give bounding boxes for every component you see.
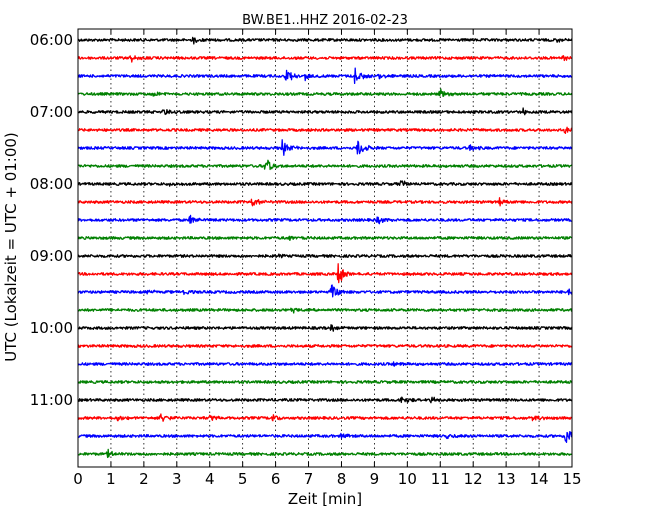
- trace-line: [77, 235, 573, 242]
- x-tick-label: 15: [562, 470, 581, 488]
- trace-line: [77, 344, 573, 348]
- trace-line: [77, 180, 573, 187]
- y-axis-label: UTC (Lokalzeit = UTC + 01:00): [2, 132, 20, 362]
- trace-line: [77, 214, 573, 225]
- x-tick-label: 14: [530, 470, 549, 488]
- y-tick-label: 06:00: [30, 31, 73, 49]
- x-tick-label: 6: [271, 470, 281, 488]
- x-tick-label: 2: [139, 470, 149, 488]
- trace-line: [77, 88, 573, 97]
- trace-line: [77, 448, 573, 459]
- x-axis-label: Zeit [min]: [288, 490, 362, 508]
- trace-line: [77, 126, 573, 135]
- trace-line: [77, 139, 573, 156]
- trace-line: [77, 431, 573, 443]
- trace-line: [77, 253, 573, 259]
- trace-line: [77, 396, 573, 404]
- trace-group: [77, 36, 573, 459]
- axes: 0 1 2 3 4 5 6 7 8 9 10 11 12 13 14 1506:0007:0008:0009:…: [30, 28, 582, 488]
- trace-line: [77, 284, 573, 298]
- chart-title: BW.BE1..HHZ 2016-02-23: [242, 13, 408, 28]
- trace-line: [77, 55, 573, 63]
- plot-frame: [77, 28, 573, 468]
- trace-line: [77, 380, 573, 384]
- vertical-grid: [110, 29, 540, 467]
- x-tick-label: 9: [370, 470, 380, 488]
- x-tick-label: 4: [205, 470, 215, 488]
- x-tick-label: 12: [464, 470, 483, 488]
- trace-line: [77, 413, 573, 422]
- y-tick-label: 10:00: [30, 319, 73, 337]
- trace-line: [77, 36, 573, 45]
- trace-line: [77, 67, 573, 85]
- trace-line: [77, 107, 573, 116]
- trace-line: [77, 324, 573, 332]
- x-tick-label: 11: [431, 470, 450, 488]
- trace-line: [77, 361, 573, 367]
- trace-line: [77, 159, 573, 171]
- x-tick-label: 13: [497, 470, 516, 488]
- y-tick-label: 08:00: [30, 175, 73, 193]
- y-tick-label: 07:00: [30, 103, 73, 121]
- x-tick-label: 8: [337, 470, 347, 488]
- y-tick-label: 11:00: [30, 391, 73, 409]
- x-tick-label: 10: [398, 470, 417, 488]
- x-tick-label: 7: [304, 470, 314, 488]
- x-tick-label: 5: [238, 470, 248, 488]
- trace-line: [77, 197, 573, 207]
- y-tick-label: 09:00: [30, 247, 73, 265]
- trace-line: [77, 307, 573, 314]
- trace-line: [77, 263, 573, 284]
- x-tick-label: 0: [73, 470, 83, 488]
- x-tick-label: 3: [172, 470, 182, 488]
- x-tick-label: 1: [106, 470, 116, 488]
